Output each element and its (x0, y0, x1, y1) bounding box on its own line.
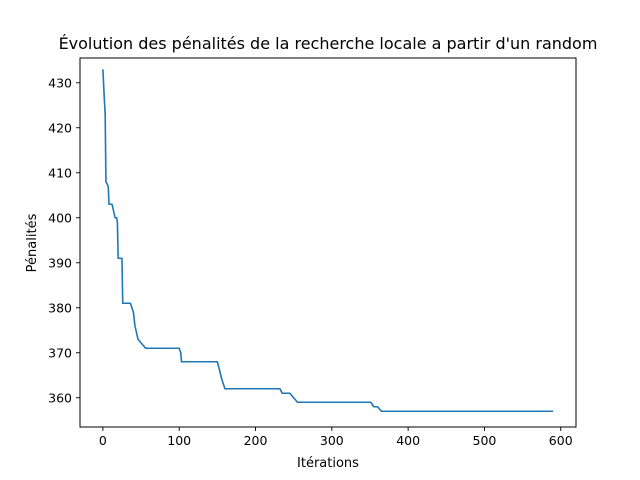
x-tick-label: 0 (99, 433, 107, 448)
y-tick-label: 380 (48, 300, 72, 315)
y-tick-label: 390 (48, 255, 72, 270)
y-axis: 360 370 380 390 400 410 420 430 (48, 75, 80, 405)
y-tick-label: 410 (48, 165, 72, 180)
x-tick-label: 300 (320, 433, 344, 448)
y-tick-label: 370 (48, 345, 72, 360)
plot-frame (79, 57, 577, 428)
x-tick-label: 600 (549, 433, 573, 448)
y-tick-label: 360 (48, 390, 72, 405)
y-tick-label: 420 (48, 120, 72, 135)
x-tick-label: 200 (244, 433, 268, 448)
x-tick-label: 100 (167, 433, 191, 448)
y-axis-label: Pénalités (25, 213, 40, 272)
x-tick-label: 500 (473, 433, 497, 448)
series-layer (102, 69, 554, 413)
y-tick-label: 430 (48, 75, 72, 90)
x-axis-label: Itérations (297, 456, 359, 471)
chart-title: Évolution des pénalités de la recherche … (59, 34, 598, 53)
x-tick-label: 400 (396, 433, 420, 448)
y-tick-label: 400 (48, 210, 72, 225)
penalty-series-line (102, 69, 554, 413)
x-axis: 0 100 200 300 400 500 600 (99, 427, 573, 448)
